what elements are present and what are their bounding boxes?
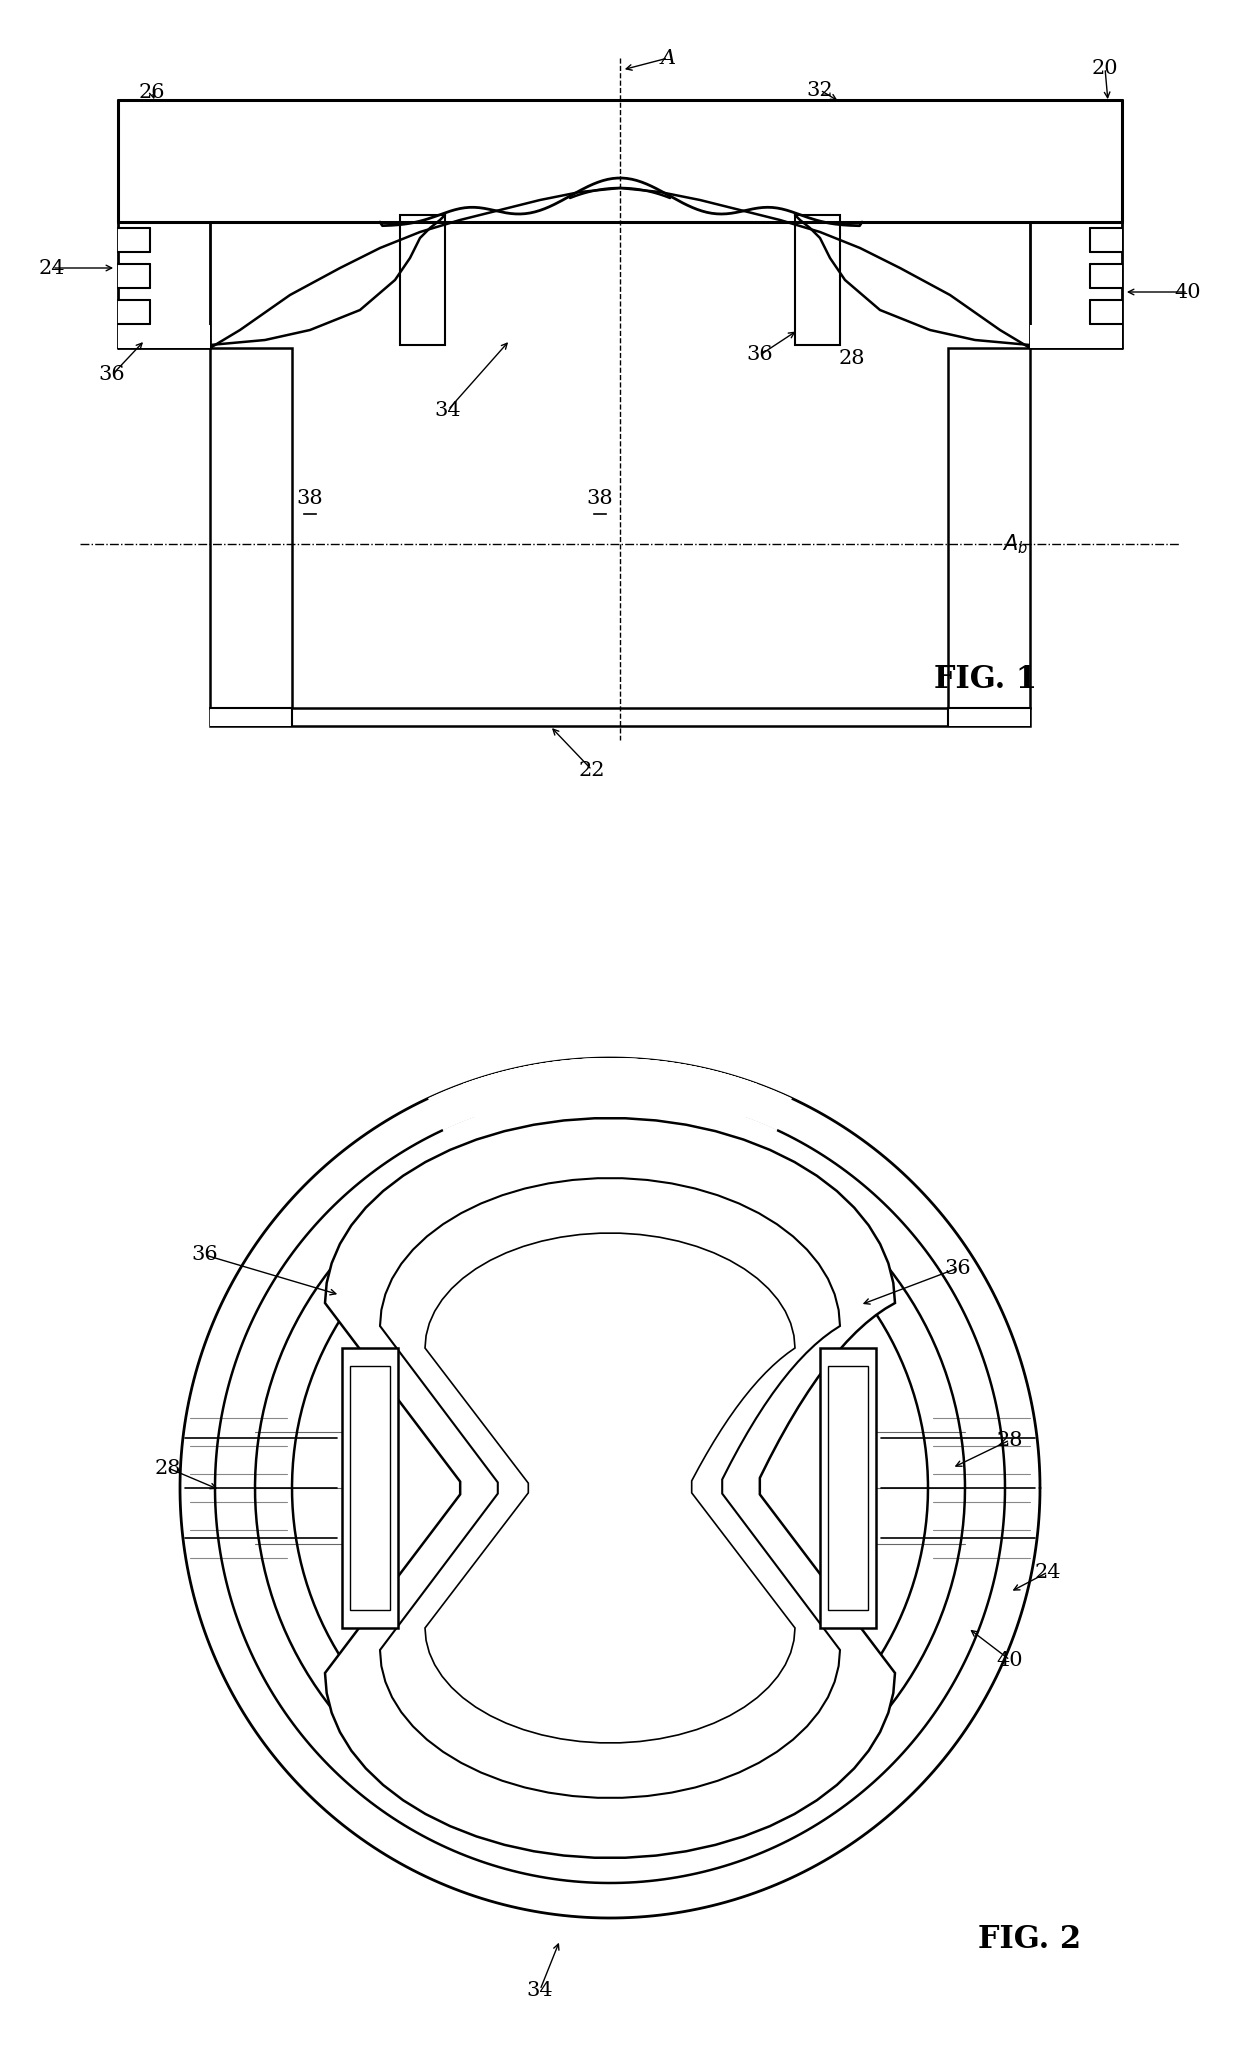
Polygon shape — [118, 301, 150, 323]
Polygon shape — [795, 214, 839, 344]
Polygon shape — [210, 348, 291, 709]
Text: 36: 36 — [99, 365, 125, 385]
Text: 34: 34 — [527, 1980, 553, 2000]
Polygon shape — [210, 175, 610, 260]
Polygon shape — [828, 1366, 868, 1611]
Text: 28: 28 — [997, 1430, 1023, 1450]
Polygon shape — [325, 1119, 895, 1858]
Polygon shape — [539, 159, 630, 222]
Text: 20: 20 — [1091, 58, 1118, 78]
Text: 38: 38 — [296, 488, 324, 507]
Text: 24: 24 — [38, 258, 66, 278]
Polygon shape — [949, 709, 1030, 725]
Polygon shape — [379, 101, 862, 150]
Text: A: A — [661, 49, 676, 68]
Polygon shape — [118, 325, 210, 348]
Polygon shape — [820, 1347, 875, 1627]
Polygon shape — [949, 348, 1030, 709]
Polygon shape — [379, 177, 862, 227]
Polygon shape — [379, 1178, 839, 1798]
Polygon shape — [1090, 264, 1122, 288]
Text: 28: 28 — [838, 348, 866, 367]
Text: 32: 32 — [807, 80, 833, 99]
Text: 28: 28 — [155, 1458, 181, 1477]
Text: 34: 34 — [435, 400, 461, 420]
Polygon shape — [463, 1059, 758, 1154]
Polygon shape — [118, 222, 210, 348]
Polygon shape — [630, 175, 1030, 260]
Text: 36: 36 — [945, 1259, 971, 1277]
Polygon shape — [443, 1094, 777, 1166]
Polygon shape — [463, 1059, 758, 1154]
Polygon shape — [118, 101, 379, 222]
Text: 24: 24 — [1034, 1561, 1061, 1582]
Polygon shape — [1090, 229, 1122, 251]
Polygon shape — [428, 1059, 791, 1131]
Polygon shape — [160, 970, 1060, 2050]
Polygon shape — [1030, 222, 1122, 348]
Text: 40: 40 — [997, 1650, 1023, 1669]
Polygon shape — [428, 1059, 791, 1131]
Text: FIG. 1: FIG. 1 — [934, 665, 1037, 696]
Polygon shape — [118, 264, 150, 288]
Polygon shape — [210, 709, 291, 725]
Text: $A_b$: $A_b$ — [1002, 531, 1028, 556]
Text: 22: 22 — [579, 760, 605, 779]
Text: 36: 36 — [746, 346, 774, 365]
Polygon shape — [118, 101, 1122, 222]
Polygon shape — [210, 709, 1030, 725]
Polygon shape — [1090, 301, 1122, 323]
Text: 36: 36 — [192, 1246, 218, 1265]
Polygon shape — [342, 1347, 398, 1627]
Text: FIG. 2: FIG. 2 — [978, 1924, 1081, 1955]
Polygon shape — [425, 1234, 795, 1743]
Polygon shape — [118, 229, 150, 251]
Polygon shape — [1030, 325, 1122, 348]
Polygon shape — [401, 214, 445, 344]
Text: 38: 38 — [587, 488, 614, 507]
Polygon shape — [443, 1094, 777, 1166]
Polygon shape — [350, 1366, 391, 1611]
Text: 26: 26 — [139, 82, 165, 101]
Polygon shape — [862, 101, 1122, 222]
Text: 40: 40 — [1174, 282, 1202, 301]
